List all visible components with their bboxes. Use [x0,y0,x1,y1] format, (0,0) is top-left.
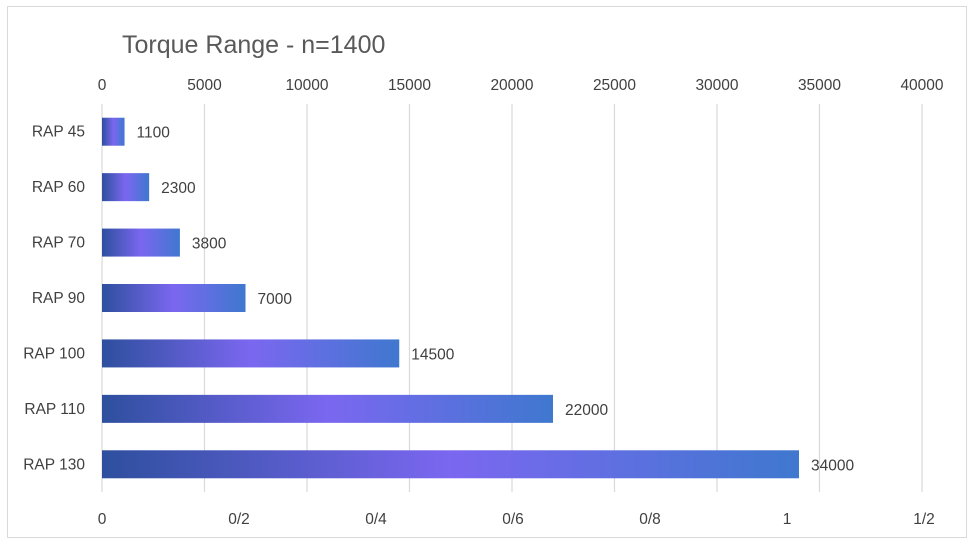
bar [102,117,125,146]
top-axis-tick-label: 20000 [490,77,533,94]
top-axis-tick-label: 30000 [695,77,738,94]
top-axis-tick-label: 35000 [798,77,841,94]
data-label: 2300 [161,180,196,197]
bottom-axis-tick-label: 0/2 [228,511,250,528]
category-label: RAP 70 [32,235,86,252]
top-axis-tick-label: 15000 [388,77,431,94]
chart-title: Torque Range - n=1400 [122,31,385,59]
category-label: RAP 100 [23,345,85,362]
top-axis-tick-label: 0 [98,77,107,94]
top-axis: 0 5000 10000 15000 20000 25000 30000 35000 40000 [98,77,944,94]
category-label: RAP 130 [23,456,85,473]
bottom-axis-tick-label: 0 [98,511,107,528]
top-axis-tick-label: 10000 [285,77,328,94]
bar [102,228,180,257]
bar [102,284,246,312]
bottom-axis-tick-label: 1/2 [913,511,935,528]
data-label: 34000 [811,457,854,474]
top-axis-tick-label: 40000 [900,77,943,94]
bar [102,394,553,423]
data-labels: 1100 2300 3800 7000 14500 22000 34000 [137,125,855,475]
category-label: RAP 90 [32,290,86,307]
bar [102,173,150,202]
top-axis-tick-label: 25000 [593,77,636,94]
bars [102,117,799,479]
data-label: 22000 [565,402,608,419]
bottom-axis-tick-label: 0/4 [365,511,387,528]
data-label: 7000 [258,291,293,308]
data-label: 14500 [411,346,454,363]
bar [102,450,799,479]
bottom-axis-tick-label: 0/6 [502,511,524,528]
category-label: RAP 110 [24,401,85,418]
data-label: 3800 [192,236,227,253]
category-label: RAP 45 [32,124,85,141]
category-label: RAP 60 [32,179,86,196]
bottom-axis: 0 0/2 0/4 0/6 0/8 1 1/2 [98,511,935,528]
category-axis: RAP 45 RAP 60 RAP 70 RAP 90 RAP 100 RAP 110 RA… [23,124,85,474]
bottom-axis-tick-label: 0/8 [639,511,661,528]
top-axis-tick-label: 5000 [187,77,222,94]
bar [102,339,400,368]
data-label: 1100 [137,125,171,142]
bottom-axis-tick-label: 1 [783,511,792,528]
chart-frame [7,6,967,538]
